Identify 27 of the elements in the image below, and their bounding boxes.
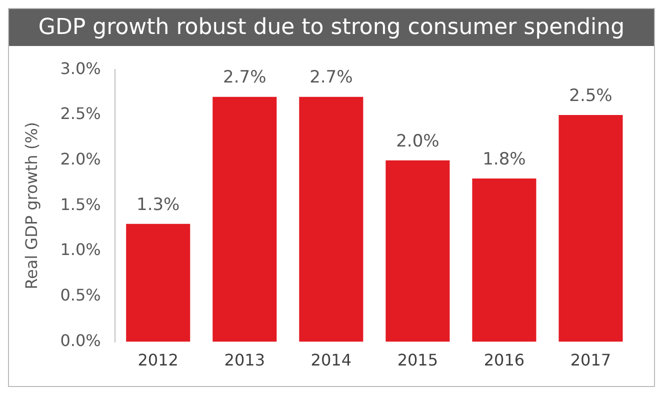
data-label: 2.5% — [569, 86, 612, 106]
y-tick-label: 2.5% — [60, 104, 101, 124]
x-tick-label: 2012 — [138, 350, 178, 370]
chart-title: GDP growth robust due to strong consumer spending — [9, 9, 654, 46]
bar — [386, 160, 450, 342]
bar — [299, 96, 364, 342]
y-tick-label: 2.0% — [60, 149, 101, 168]
y-tick-label: 1.5% — [60, 194, 101, 214]
data-label: 1.8% — [482, 149, 526, 170]
x-tick-label: 2016 — [484, 350, 525, 370]
data-label: 2.0% — [396, 131, 440, 152]
y-tick-label: 3.0% — [60, 58, 101, 78]
bar — [126, 224, 190, 342]
data-label: 2.7% — [310, 68, 353, 88]
bar — [212, 96, 277, 342]
bar — [558, 114, 623, 342]
y-axis-title: Real GDP growth (%) — [22, 122, 41, 290]
bar — [472, 178, 536, 342]
data-label: 2.7% — [223, 68, 266, 88]
x-tick-label: 2017 — [570, 350, 612, 370]
x-tick-label: 2015 — [397, 350, 438, 370]
x-tick-label: 2013 — [224, 350, 265, 370]
y-tick-label: 0.0% — [60, 330, 101, 350]
y-tick-label: 0.5% — [60, 286, 101, 305]
data-label: 1.3% — [136, 194, 180, 215]
x-tick-label: 2014 — [310, 350, 352, 370]
y-tick-label: 1.0% — [60, 240, 101, 260]
